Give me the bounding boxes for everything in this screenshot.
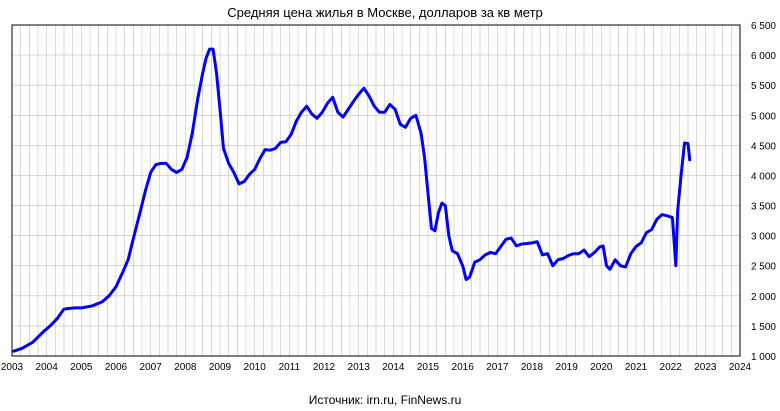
x-tick-label: 2005 — [70, 362, 93, 373]
y-tick-label: 6 000 — [751, 51, 776, 62]
x-tick-label: 2021 — [625, 362, 648, 373]
x-tick-label: 2015 — [417, 362, 440, 373]
x-tick-label: 2008 — [174, 362, 197, 373]
x-tick-label: 2022 — [660, 362, 683, 373]
y-tick-label: 3 000 — [751, 232, 776, 243]
x-tick-label: 2014 — [382, 362, 405, 373]
grid-lines — [11, 24, 741, 357]
y-tick-label: 2 500 — [751, 262, 776, 273]
x-axis-ticks: 2003 2004 2005 2006 2007 2008 2009 2010 2011 2012… — [1, 362, 752, 373]
x-tick-label: 2007 — [140, 362, 163, 373]
y-tick-label: 6 500 — [751, 21, 776, 32]
x-tick-label: 2024 — [729, 362, 752, 373]
series-line — [12, 47, 692, 353]
x-tick-label: 2006 — [105, 362, 128, 373]
x-tick-label: 2017 — [486, 362, 509, 373]
y-tick-label: 4 500 — [751, 141, 776, 152]
y-tick-label: 4 000 — [751, 171, 776, 182]
x-tick-label: 2016 — [452, 362, 475, 373]
chart-source: Источник: irn.ru, FinNews.ru — [309, 393, 462, 407]
x-tick-label: 2010 — [244, 362, 267, 373]
x-tick-label: 2003 — [1, 362, 24, 373]
y-tick-label: 3 500 — [751, 202, 776, 213]
plot-area-border — [11, 24, 741, 357]
x-tick-label: 2023 — [694, 362, 717, 373]
x-tick-label: 2009 — [209, 362, 232, 373]
x-tick-label: 2004 — [36, 362, 59, 373]
y-tick-label: 1 500 — [751, 322, 776, 333]
x-tick-label: 2011 — [279, 362, 301, 373]
x-tick-label: 2019 — [556, 362, 579, 373]
y-tick-label: 5 500 — [751, 81, 776, 92]
x-tick-label: 2013 — [348, 362, 371, 373]
x-tick-label: 2012 — [313, 362, 336, 373]
y-tick-label: 5 000 — [751, 111, 776, 122]
y-tick-label: 2 000 — [751, 292, 776, 303]
chart-title: Средняя цена жилья в Москве, долларов за… — [227, 5, 543, 20]
x-tick-label: 2018 — [521, 362, 544, 373]
y-axis-ticks: 1 000 1 500 2 000 2 500 3 000 3 500 4 000 4 500… — [751, 21, 776, 363]
x-tick-label: 2020 — [590, 362, 613, 373]
y-tick-label: 1 000 — [751, 352, 776, 363]
